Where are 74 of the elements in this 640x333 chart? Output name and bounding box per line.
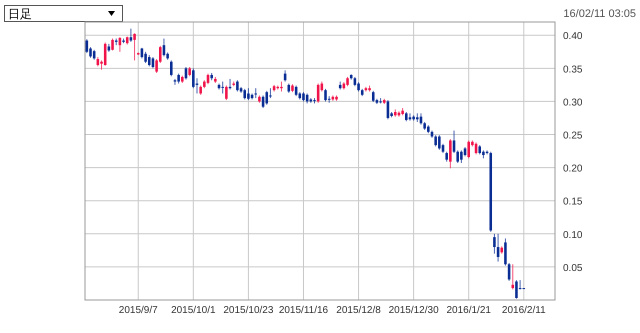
- candlestick: [464, 146, 466, 157]
- candlestick: [357, 82, 360, 92]
- candlestick: [177, 73, 180, 84]
- y-tick-label: 0.05: [563, 262, 583, 274]
- candlestick: [496, 233, 500, 262]
- y-tick-label: 0.25: [563, 130, 583, 142]
- candlestick: [254, 88, 258, 99]
- candlestick: [130, 28, 132, 42]
- candlestick: [474, 142, 478, 155]
- candlestick: [118, 36, 122, 52]
- x-tick-label: 2015/9/7: [118, 305, 158, 316]
- candlestick: [478, 144, 482, 155]
- candlestick: [206, 73, 210, 85]
- x-tick-label: 2015/10/1: [171, 305, 216, 316]
- y-tick-label: 0.40: [563, 31, 583, 42]
- candlestick: [508, 262, 510, 282]
- candlestick: [438, 134, 441, 150]
- candlestick: [284, 70, 286, 82]
- text: 16/02/11 03:05: [563, 8, 636, 20]
- candlestick: [460, 150, 463, 164]
- candlestick: [294, 85, 298, 97]
- candlestick: [225, 85, 228, 101]
- candlestick: [152, 56, 154, 69]
- candlestick: [288, 83, 290, 94]
- candlestick: [515, 280, 518, 300]
- candlestick: [188, 66, 191, 77]
- y-tick-label: 0.35: [563, 64, 583, 76]
- candlestick: [133, 32, 136, 61]
- candlestick: [192, 68, 195, 89]
- candlestick: [346, 76, 349, 87]
- x-tick-label: 2015/10/23: [223, 305, 274, 316]
- candlestick: [184, 66, 188, 80]
- candlestick: [111, 38, 114, 51]
- x-tick-label: 2015/11/16: [278, 305, 329, 316]
- candlestick: [467, 140, 470, 159]
- candlestick: [162, 38, 166, 57]
- candlestick: [449, 138, 452, 169]
- x-tick-label: 2016/1/21: [446, 305, 492, 316]
- candlestick: [140, 47, 144, 59]
- x-tick-label: 2016/2/11: [502, 305, 546, 316]
- candlestick: [236, 80, 239, 92]
- candlestick: [247, 88, 250, 101]
- y-tick-label: 0.30: [563, 97, 583, 108]
- candlestick: [199, 85, 202, 96]
- candlestick: [493, 233, 496, 254]
- y-tick-label: 0.10: [563, 230, 583, 241]
- candlestick: [316, 83, 320, 104]
- candlestick: [306, 92, 308, 104]
- chart-title: 日足: [8, 7, 32, 21]
- candlestick: [104, 42, 106, 66]
- candlestick: [144, 51, 147, 64]
- x-tick-label: 2015/12/30: [388, 305, 440, 316]
- candlestick: [243, 88, 246, 100]
- candlestick: [434, 134, 437, 147]
- candlestick: [221, 81, 224, 94]
- candlestick: [372, 90, 375, 103]
- candlestick: [445, 151, 448, 162]
- candlestick: [86, 38, 88, 54]
- candlestick: [96, 56, 100, 67]
- candlestick: [405, 112, 408, 122]
- candlestick: [324, 88, 327, 102]
- x-tick-label: 2015/12/8: [336, 305, 382, 316]
- y-tick-label: 0.15: [563, 196, 583, 208]
- candlestick: [354, 76, 356, 87]
- candlestick: [148, 54, 151, 67]
- dropdown: 日足: [4, 5, 123, 22]
- candlestick: [302, 92, 305, 102]
- candlestick: [265, 90, 268, 106]
- candlestick: [386, 100, 390, 120]
- candlestick: [262, 94, 264, 109]
- y-tick-label: 0.20: [563, 164, 583, 175]
- candlestick: [504, 238, 507, 266]
- candlestick: [92, 49, 96, 60]
- candlestick: [170, 60, 173, 77]
